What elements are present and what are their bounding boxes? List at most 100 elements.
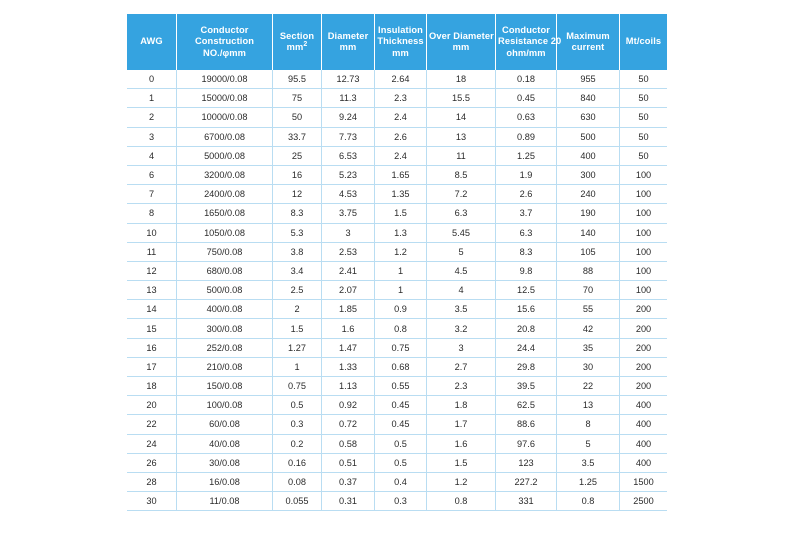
cell-diameter: 0.92 [322, 396, 375, 416]
cell-diameter: 7.73 [322, 127, 375, 147]
cell-resistance: 24.4 [496, 338, 557, 358]
cell-over_diam: 5.45 [427, 223, 496, 243]
cell-diameter: 1.13 [322, 377, 375, 397]
cell-insulation: 0.3 [375, 492, 427, 512]
column-header-insulation: Insulation Thickness mm [375, 14, 427, 70]
table-row: 4 5000/0.08 25 6.53 2.4 11 1.25 400 50 [127, 146, 667, 166]
cell-conductor: 6700/0.08 [177, 127, 273, 147]
cell-section: 3.4 [273, 261, 322, 282]
cell-awg: 26 [127, 453, 177, 473]
cell-diameter: 6.53 [322, 146, 375, 166]
cell-awg: 11 [127, 242, 177, 262]
cell-conductor: 3200/0.08 [177, 165, 273, 186]
cell-mt_coils: 50 [620, 70, 667, 90]
cell-mt_coils: 2500 [620, 492, 667, 512]
cell-max_current: 630 [557, 108, 620, 128]
cell-resistance: 39.5 [496, 377, 557, 397]
table-row: 13 500/0.08 2.5 2.07 1 4 12.5 70 100 [127, 281, 667, 301]
cell-section: 25 [273, 146, 322, 166]
cell-diameter: 11.3 [322, 89, 375, 109]
cell-section: 50 [273, 108, 322, 128]
column-header-resistance: Conductor Resistance 20 ohm/mm [496, 14, 561, 70]
cell-resistance: 8.3 [496, 242, 557, 262]
cell-section: 0.5 [273, 396, 322, 416]
table-body: 0 19000/0.08 95.5 12.73 2.64 18 0.18 955 50 1 1500… [127, 70, 667, 512]
cell-insulation: 1.5 [375, 204, 427, 224]
cell-section: 0.16 [273, 453, 322, 473]
cell-section: 16 [273, 165, 322, 186]
cell-over_diam: 1.5 [427, 453, 496, 473]
column-header-conductor: Conductor Construction NO./φmm [177, 14, 273, 70]
cell-conductor: 150/0.08 [177, 377, 273, 397]
cell-section: 0.75 [273, 377, 322, 397]
table-row: 12 680/0.08 3.4 2.41 1 4.5 9.8 88 100 [127, 261, 667, 282]
cell-section: 1.5 [273, 319, 322, 339]
cell-insulation: 0.5 [375, 434, 427, 454]
cell-awg: 13 [127, 281, 177, 301]
cell-over_diam: 3.2 [427, 319, 496, 339]
cell-max_current: 88 [557, 261, 620, 282]
cell-mt_coils: 200 [620, 319, 667, 339]
column-header-line: Construction [194, 36, 255, 47]
cell-over_diam: 8.5 [427, 165, 496, 186]
cell-over_diam: 7.2 [427, 185, 496, 205]
table-row: 15 300/0.08 1.5 1.6 0.8 3.2 20.8 42 200 [127, 319, 667, 339]
cell-insulation: 2.4 [375, 146, 427, 166]
cell-section: 3.8 [273, 242, 322, 262]
cell-insulation: 0.55 [375, 377, 427, 397]
awg-wire-specification-table: AWG Conductor Construction NO./φmm Section mm… [127, 14, 667, 512]
cell-section: 5.3 [273, 223, 322, 243]
cell-mt_coils: 100 [620, 281, 667, 301]
cell-over_diam: 1.2 [427, 472, 496, 493]
cell-max_current: 22 [557, 377, 620, 397]
column-header-line: Mt/coils [625, 36, 662, 47]
table-row: 8 1650/0.08 8.3 3.75 1.5 6.3 3.7 190 100 [127, 204, 667, 224]
cell-awg: 16 [127, 338, 177, 358]
cell-max_current: 955 [557, 70, 620, 90]
table-row: 17 210/0.08 1 1.33 0.68 2.7 29.8 30 200 [127, 357, 667, 377]
cell-section: 1 [273, 357, 322, 377]
cell-over_diam: 3 [427, 338, 496, 358]
cell-over_diam: 4 [427, 281, 496, 301]
cell-diameter: 3 [322, 223, 375, 243]
cell-conductor: 100/0.08 [177, 396, 273, 416]
cell-diameter: 2.07 [322, 281, 375, 301]
cell-resistance: 29.8 [496, 357, 557, 377]
cell-over_diam: 6.3 [427, 204, 496, 224]
table-row: 26 30/0.08 0.16 0.51 0.5 1.5 123 3.5 400 [127, 453, 667, 473]
table-header: AWG Conductor Construction NO./φmm Section mm… [127, 14, 667, 70]
cell-awg: 8 [127, 204, 177, 224]
cell-conductor: 2400/0.08 [177, 185, 273, 205]
cell-insulation: 0.75 [375, 338, 427, 358]
cell-resistance: 2.6 [496, 185, 557, 205]
cell-awg: 1 [127, 89, 177, 109]
column-header-max_current: Maximum current [557, 14, 620, 70]
cell-insulation: 2.64 [375, 70, 427, 90]
cell-mt_coils: 400 [620, 434, 667, 454]
table-row: 11 750/0.08 3.8 2.53 1.2 5 8.3 105 100 [127, 242, 667, 262]
cell-resistance: 12.5 [496, 281, 557, 301]
cell-awg: 2 [127, 108, 177, 128]
cell-diameter: 1.33 [322, 357, 375, 377]
cell-awg: 24 [127, 434, 177, 454]
cell-diameter: 5.23 [322, 165, 375, 186]
cell-mt_coils: 50 [620, 127, 667, 147]
cell-resistance: 0.18 [496, 70, 557, 90]
cell-insulation: 0.8 [375, 319, 427, 339]
cell-insulation: 1 [375, 261, 427, 282]
cell-conductor: 5000/0.08 [177, 146, 273, 166]
column-header-line: Conductor [200, 24, 249, 35]
cell-mt_coils: 100 [620, 165, 667, 186]
cell-mt_coils: 200 [620, 357, 667, 377]
column-header-line: NO./φmm [203, 47, 246, 58]
cell-resistance: 0.45 [496, 89, 557, 109]
cell-resistance: 15.6 [496, 300, 557, 320]
cell-conductor: 1650/0.08 [177, 204, 273, 224]
table-row: 16 252/0.08 1.27 1.47 0.75 3 24.4 35 200 [127, 338, 667, 358]
cell-insulation: 0.9 [375, 300, 427, 320]
cell-over_diam: 0.8 [427, 492, 496, 512]
column-header-over_diam: Over Diameter mm [427, 14, 496, 70]
cell-over_diam: 2.3 [427, 377, 496, 397]
column-header-line: Insulation [378, 24, 423, 35]
